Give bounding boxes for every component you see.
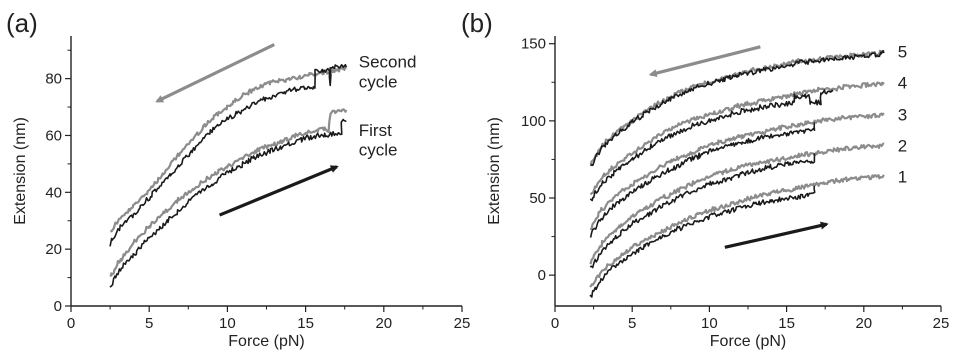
panel-label: (a) [6, 8, 38, 38]
y-tick-label: 100 [521, 113, 546, 130]
annotation-label: 2 [898, 137, 907, 156]
series-line-10 [589, 50, 885, 167]
x-tick-label: 25 [933, 315, 950, 332]
annotation-label: 5 [898, 42, 907, 61]
x-tick-label: 15 [297, 315, 314, 332]
x-tick-label: 0 [551, 315, 559, 332]
x-tick-label: 5 [628, 315, 636, 332]
y-tick-label: 0 [54, 298, 62, 315]
annotation-label: 3 [898, 106, 907, 125]
arrow-light [648, 45, 761, 77]
x-tick-label: 0 [67, 315, 75, 332]
panel-label: (b) [461, 8, 493, 38]
series-line-2 [589, 185, 816, 298]
series-line-7 [589, 81, 885, 196]
annotation-label: First [359, 121, 392, 140]
y-tick-label: 80 [45, 71, 62, 88]
arrow-light [155, 43, 276, 103]
y-tick-label: 0 [538, 267, 546, 284]
y-tick-label: 150 [521, 36, 546, 53]
x-axis-title: Force (pN) [710, 333, 786, 350]
chart-panel-a: (a) 0 5 10 15 20 25 0 20 40 60 80 Force (pN) Extensio… [6, 8, 470, 350]
annotation-label: cycle [359, 72, 398, 91]
annotation-label: 4 [898, 73, 907, 92]
x-tick-label: 20 [375, 315, 392, 332]
x-tick-label: 10 [701, 315, 718, 332]
series-line-5 [589, 112, 885, 231]
x-tick-label: 25 [454, 315, 471, 332]
y-tick-label: 20 [45, 241, 62, 258]
series-line-4 [589, 153, 816, 269]
y-tick-label: 50 [529, 190, 546, 207]
series-line-6 [589, 122, 816, 238]
x-axis-title: Force (pN) [228, 333, 304, 350]
x-tick-label: 15 [778, 315, 795, 332]
series-line-4 [109, 118, 347, 288]
arrow-dark [218, 165, 339, 217]
series-line-1 [110, 66, 347, 233]
series-line-3 [589, 142, 885, 265]
y-tick-label: 40 [45, 184, 62, 201]
x-tick-label: 20 [855, 315, 872, 332]
series-line-2 [109, 63, 348, 247]
annotation-label: cycle [359, 141, 398, 160]
arrow-dark [724, 221, 829, 249]
y-axis-title: Extension (nm) [486, 117, 503, 225]
x-tick-label: 10 [219, 315, 236, 332]
series-line-8 [589, 89, 834, 202]
annotation-label: Second [359, 53, 417, 72]
annotation-label: 1 [898, 167, 907, 186]
series-line-3 [109, 108, 348, 277]
series-line-1 [589, 174, 885, 288]
y-tick-label: 60 [45, 127, 62, 144]
y-axis-title: Extension (nm) [12, 117, 29, 225]
x-tick-label: 5 [145, 315, 153, 332]
